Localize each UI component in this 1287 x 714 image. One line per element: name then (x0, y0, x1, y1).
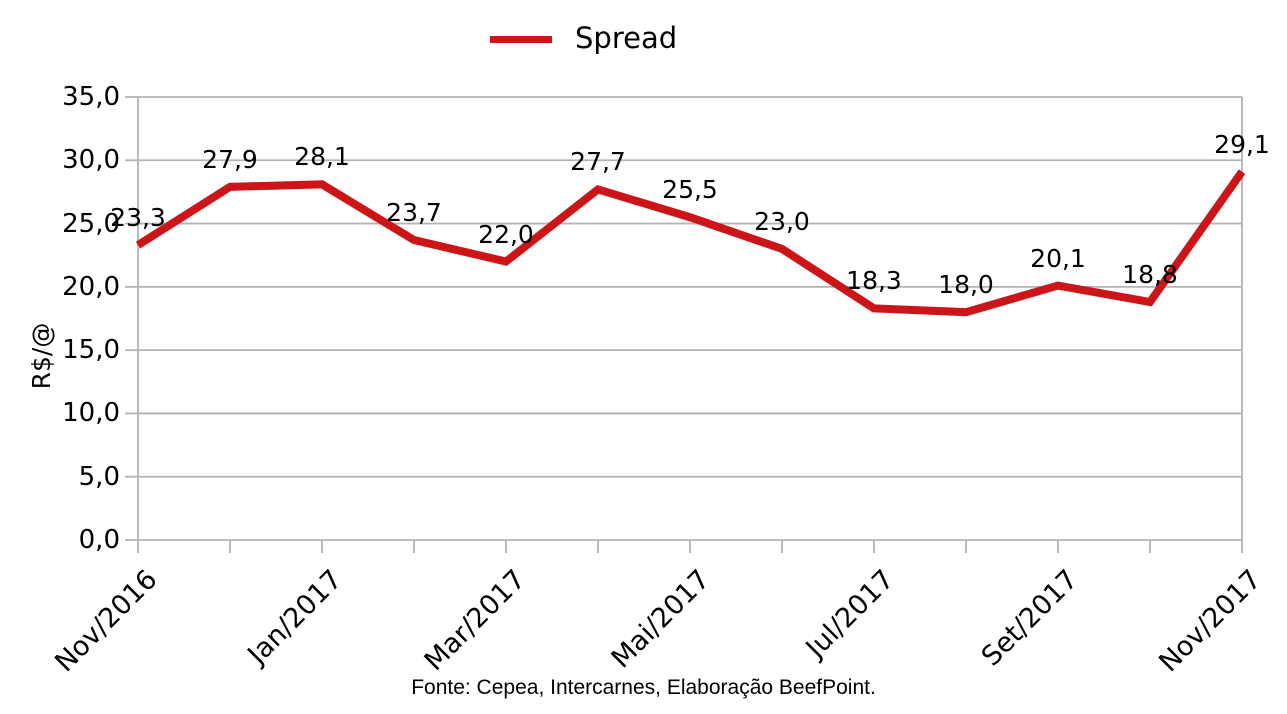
data-label: 18,0 (938, 270, 994, 300)
y-tick-label: 0,0 (78, 525, 120, 555)
data-label: 22,0 (478, 219, 534, 249)
y-tick-label: 30,0 (62, 145, 120, 176)
y-tick-label: 25,0 (62, 208, 120, 239)
data-label: 20,1 (1030, 243, 1086, 273)
legend: Spread (0, 0, 1287, 60)
data-label: 28,1 (294, 142, 350, 172)
y-tick-label: 10,0 (62, 398, 120, 429)
data-label: 27,9 (202, 144, 258, 174)
y-axis-title: R$/@ (27, 322, 56, 390)
y-tick-label: 15,0 (62, 335, 120, 366)
y-tick-label: 35,0 (62, 82, 120, 112)
data-label: 23,0 (754, 206, 810, 236)
data-label: 23,7 (386, 198, 442, 228)
data-label: 23,3 (110, 203, 166, 233)
series-line-spread (135, 169, 1246, 317)
y-tick-label: 20,0 (62, 271, 120, 302)
legend-line-sample (490, 36, 552, 43)
source-note: Fonte: Cepea, Intercarnes, Elaboração Be… (411, 676, 876, 699)
data-label: 25,5 (662, 175, 718, 205)
legend-label: Spread (575, 21, 678, 55)
data-label: 27,7 (570, 147, 626, 177)
y-tick-label: 5,0 (78, 461, 120, 492)
data-label: 29,1 (1214, 129, 1270, 159)
data-label: 18,8 (1122, 260, 1178, 290)
data-label: 18,3 (846, 266, 902, 296)
